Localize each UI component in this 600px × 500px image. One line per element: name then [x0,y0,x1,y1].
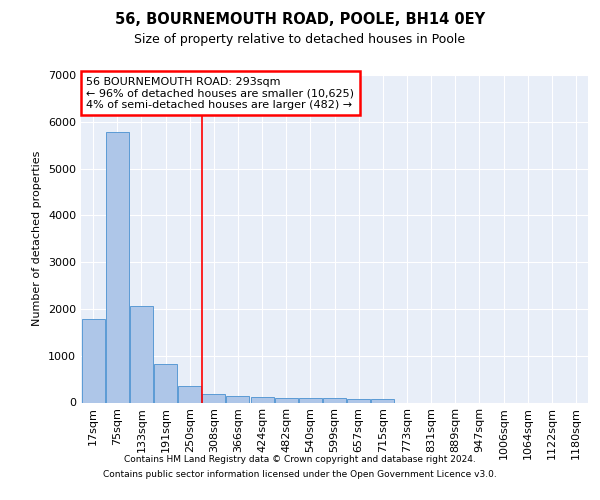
Text: Contains HM Land Registry data © Crown copyright and database right 2024.: Contains HM Land Registry data © Crown c… [124,455,476,464]
Y-axis label: Number of detached properties: Number of detached properties [32,151,43,326]
Bar [371,399,394,402]
Text: 56, BOURNEMOUTH ROAD, POOLE, BH14 0EY: 56, BOURNEMOUTH ROAD, POOLE, BH14 0EY [115,12,485,28]
Bar [251,398,274,402]
Bar [299,398,322,402]
Text: Contains public sector information licensed under the Open Government Licence v3: Contains public sector information licen… [103,470,497,479]
Bar [82,319,104,402]
Bar [323,398,346,402]
Text: 56 BOURNEMOUTH ROAD: 293sqm
← 96% of detached houses are smaller (10,625)
4% of : 56 BOURNEMOUTH ROAD: 293sqm ← 96% of det… [86,76,354,110]
Bar [202,394,225,402]
Text: Size of property relative to detached houses in Poole: Size of property relative to detached ho… [134,32,466,46]
Bar [130,306,153,402]
Bar [226,396,250,402]
Bar [106,132,128,402]
Bar [178,386,201,402]
Bar [347,398,370,402]
Bar [154,364,177,403]
Bar [275,398,298,402]
